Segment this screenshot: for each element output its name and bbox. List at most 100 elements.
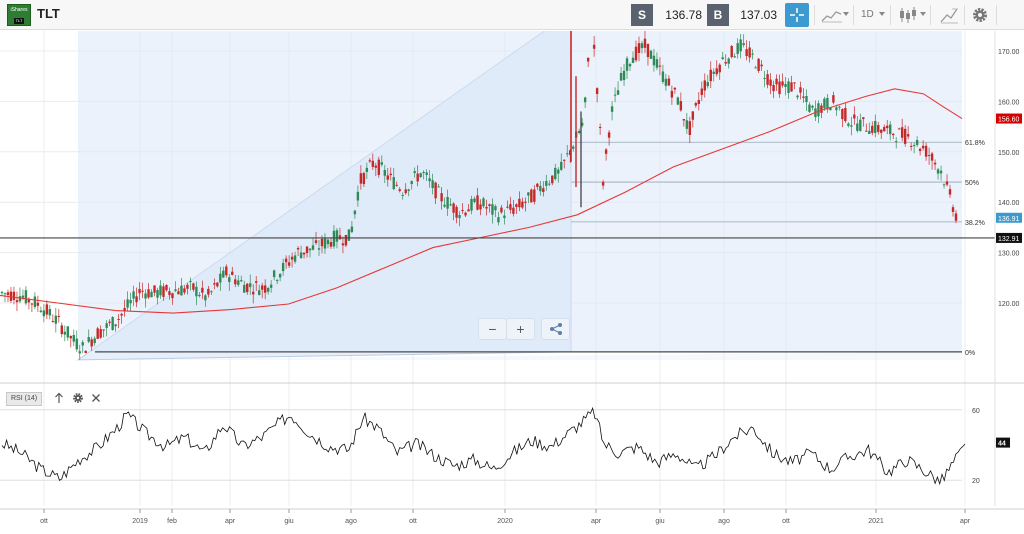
candle-body [485, 206, 488, 209]
candle-body [326, 239, 330, 245]
fib-level-label: 61.8% [965, 140, 985, 147]
candle-body [948, 189, 952, 195]
candle-body [392, 177, 395, 190]
candle-body [733, 56, 736, 58]
chevron-down-icon[interactable] [843, 12, 849, 16]
candle-body [54, 315, 58, 324]
price-chart[interactable]: 100%61.8%50%38.2%0% 170.00160.00150.0014… [0, 10, 1024, 534]
candle-body [664, 78, 668, 86]
zoom-in-button[interactable]: + [506, 318, 535, 340]
buy-price[interactable]: 137.03 [740, 8, 777, 22]
candle-body [207, 288, 210, 295]
interval-selector[interactable]: 1D [861, 9, 874, 20]
chevron-down-icon[interactable] [879, 12, 885, 16]
candle-body [500, 207, 503, 213]
candle-body [449, 204, 452, 206]
candle-body [757, 58, 760, 71]
candle-body [805, 95, 808, 103]
candle-body [225, 266, 228, 276]
rsi-line [1, 406, 966, 486]
candle-body [613, 94, 617, 96]
candle-style-button[interactable] [897, 5, 919, 25]
share-icon [549, 323, 562, 335]
candle-body [162, 286, 165, 297]
crosshair-button[interactable] [785, 3, 809, 27]
candle-body [936, 169, 940, 174]
candle-body [488, 204, 491, 207]
indicator-remove-button[interactable] [91, 392, 101, 407]
indicator-settings-button[interactable] [72, 392, 84, 407]
candle-body [246, 283, 249, 293]
candle-body [27, 298, 31, 303]
chevron-down-icon[interactable] [920, 12, 926, 16]
candle-body [260, 285, 264, 290]
candle-body [257, 290, 261, 295]
candle-body [676, 97, 680, 105]
candle-body [102, 329, 105, 331]
minus-icon: − [488, 321, 497, 337]
candle-body [365, 167, 369, 172]
rsi-indicator-label[interactable]: RSI (14) [6, 392, 43, 406]
candle-body [275, 280, 279, 282]
candle-body [30, 303, 34, 305]
candle-body [871, 125, 874, 133]
candle-body [467, 209, 470, 212]
candle-body [290, 256, 294, 260]
candle-body [512, 207, 515, 214]
candle-body [168, 291, 171, 295]
toolbar-divider [996, 5, 997, 25]
candle-body [775, 78, 778, 85]
candle-body [362, 172, 366, 185]
fib-box [78, 12, 962, 352]
candle-body [266, 287, 270, 292]
candle-body [69, 336, 72, 339]
time-tick-label: giu [284, 518, 293, 525]
zoom-out-button[interactable]: − [478, 318, 507, 340]
last-price-badge [996, 212, 1022, 223]
candle-body [314, 240, 318, 243]
chart-type-button[interactable] [820, 5, 844, 25]
candle-body [930, 153, 934, 161]
candle-body [84, 350, 87, 354]
price-series [0, 12, 958, 360]
drawing-tool-button[interactable] [938, 5, 960, 25]
candle-body [461, 210, 464, 212]
candle-body [36, 302, 40, 306]
price-axis: 170.00 160.00 150.00 140.00 130.00 120.00 156.… [996, 49, 1022, 308]
candle-body [75, 338, 78, 350]
candle-body [712, 71, 715, 74]
candle-body [491, 204, 494, 215]
share-button[interactable] [541, 318, 570, 340]
chart-area[interactable]: 100%61.8%50%38.2%0% 170.00160.00150.0014… [0, 10, 1024, 534]
candle-body [951, 207, 955, 212]
indicator-move-up-button[interactable] [54, 392, 64, 407]
candle-body [865, 130, 868, 132]
candle-body [889, 124, 892, 135]
candle-body [536, 183, 539, 187]
sell-button[interactable]: S [631, 4, 653, 26]
hline-value-label: 132.91 [998, 236, 1020, 243]
candle-body [628, 63, 632, 67]
settings-button[interactable] [970, 5, 990, 25]
candle-body [90, 339, 93, 347]
candle-body [234, 279, 237, 285]
candle-body [87, 337, 90, 342]
candle-body [655, 59, 659, 68]
candle-body [688, 121, 692, 135]
candle-body [921, 145, 925, 149]
candle-body [126, 299, 129, 308]
candle-body [527, 192, 530, 196]
candle-body [216, 282, 219, 287]
candle-body [727, 58, 730, 64]
candle-body [464, 212, 467, 216]
sell-price[interactable]: 136.78 [665, 8, 702, 22]
candle-body [829, 107, 832, 111]
candle-body [272, 270, 276, 278]
candle-body [706, 82, 709, 87]
candle-body [760, 64, 763, 67]
candle-body [440, 193, 443, 202]
hline-value-badge [996, 232, 1022, 243]
buy-button[interactable]: B [707, 4, 729, 26]
candle-body [784, 84, 787, 87]
ma-value-label: 156.60 [998, 117, 1020, 124]
